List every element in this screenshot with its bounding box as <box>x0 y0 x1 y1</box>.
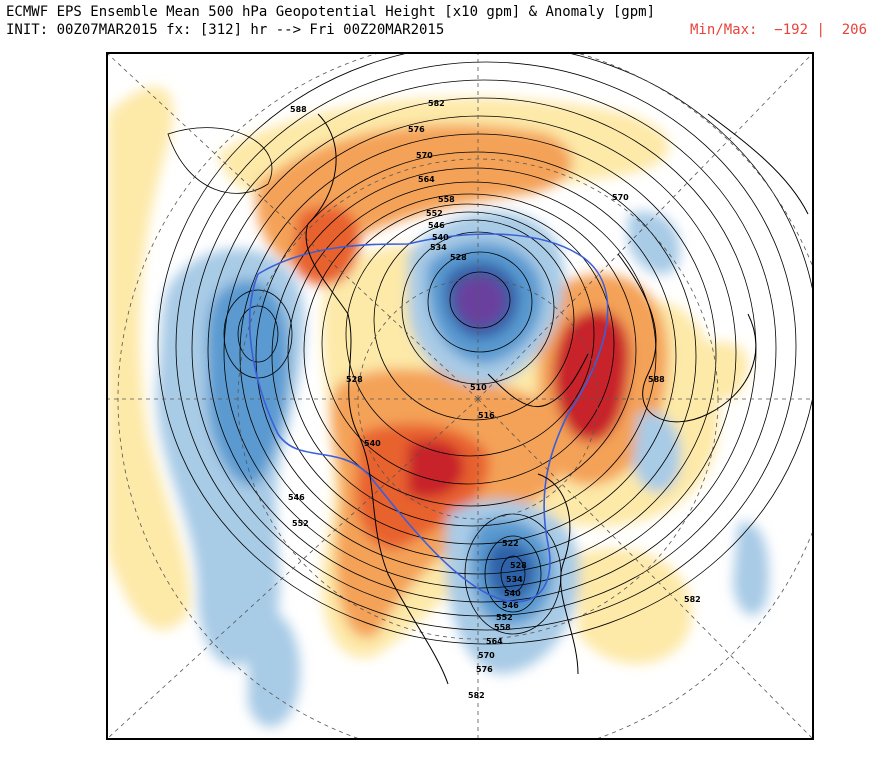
anomaly-strong-positive-europe <box>553 310 630 442</box>
contour-label: 558 <box>438 195 455 204</box>
contour-label: 546 <box>428 221 445 230</box>
contour-label: 552 <box>426 209 443 218</box>
anomaly-shading <box>108 86 769 727</box>
contour-label: 534 <box>506 575 523 584</box>
contour-label: 528 <box>510 561 527 570</box>
contour-label: 558 <box>494 623 511 632</box>
contour-label: 516 <box>478 411 495 420</box>
anomaly-weak-positive-left <box>108 86 190 631</box>
height-contours <box>157 54 812 645</box>
chart-title: ECMWF EPS Ensemble Mean 500 hPa Geopoten… <box>6 4 656 20</box>
contour-label: 582 <box>428 99 445 108</box>
min-max-readout: Min/Max: −192 | 206 <box>690 22 867 38</box>
contour-label: 588 <box>648 375 665 384</box>
contour-label: 546 <box>288 493 305 502</box>
contour-label: 570 <box>478 651 495 660</box>
anomaly-extreme-negative-arctic <box>454 275 507 327</box>
contour-labels: 588 582 576 570 564 558 552 546 540 534 … <box>288 99 701 700</box>
contour-label: 540 <box>432 233 449 242</box>
highlight-contour <box>248 233 609 603</box>
contour-label: 576 <box>476 665 493 674</box>
contour-label: 564 <box>418 175 435 184</box>
anomaly-negative-pacific-south <box>248 608 300 727</box>
anomaly-weak-positive-south <box>578 548 692 664</box>
lat-lon-grid <box>108 54 812 738</box>
anomaly-positive-northwest <box>293 206 360 286</box>
min-max-label: Min/Max: <box>690 22 758 38</box>
min-max-separator: | <box>816 22 825 38</box>
contour-label: 528 <box>346 375 363 384</box>
contour-label: 552 <box>496 613 513 622</box>
max-value: 206 <box>841 22 868 38</box>
anomaly-negative-pacific-core <box>207 279 289 486</box>
contour-label: 582 <box>468 691 485 700</box>
contour-label: 576 <box>408 125 425 134</box>
contour-label: 540 <box>504 589 521 598</box>
contour-label: 540 <box>364 439 381 448</box>
min-value: −192 <box>774 22 809 38</box>
contour-label: 534 <box>430 243 447 252</box>
map-panel: 588 582 576 570 564 558 552 546 540 534 … <box>106 52 814 740</box>
anomaly-negative-northeast <box>628 211 680 275</box>
contour-label: 564 <box>486 637 503 646</box>
contour-label: 546 <box>502 601 519 610</box>
anomaly-negative-east <box>633 412 681 493</box>
init-time-label: INIT: 00Z07MAR2015 fx: [312] hr --> Fri … <box>6 22 445 38</box>
contour-label: 582 <box>684 595 701 604</box>
contour-label: 510 <box>470 383 487 392</box>
contour-label: 570 <box>612 193 629 202</box>
contour-label: 570 <box>416 151 433 160</box>
coastlines <box>305 113 809 685</box>
contour-label: 552 <box>292 519 309 528</box>
contour-label: 522 <box>502 539 519 548</box>
anomaly-negative-far-east <box>733 522 769 616</box>
contour-label: 528 <box>450 253 467 262</box>
map-canvas: 588 582 576 570 564 558 552 546 540 534 … <box>108 54 812 738</box>
contour-label: 588 <box>290 105 307 114</box>
